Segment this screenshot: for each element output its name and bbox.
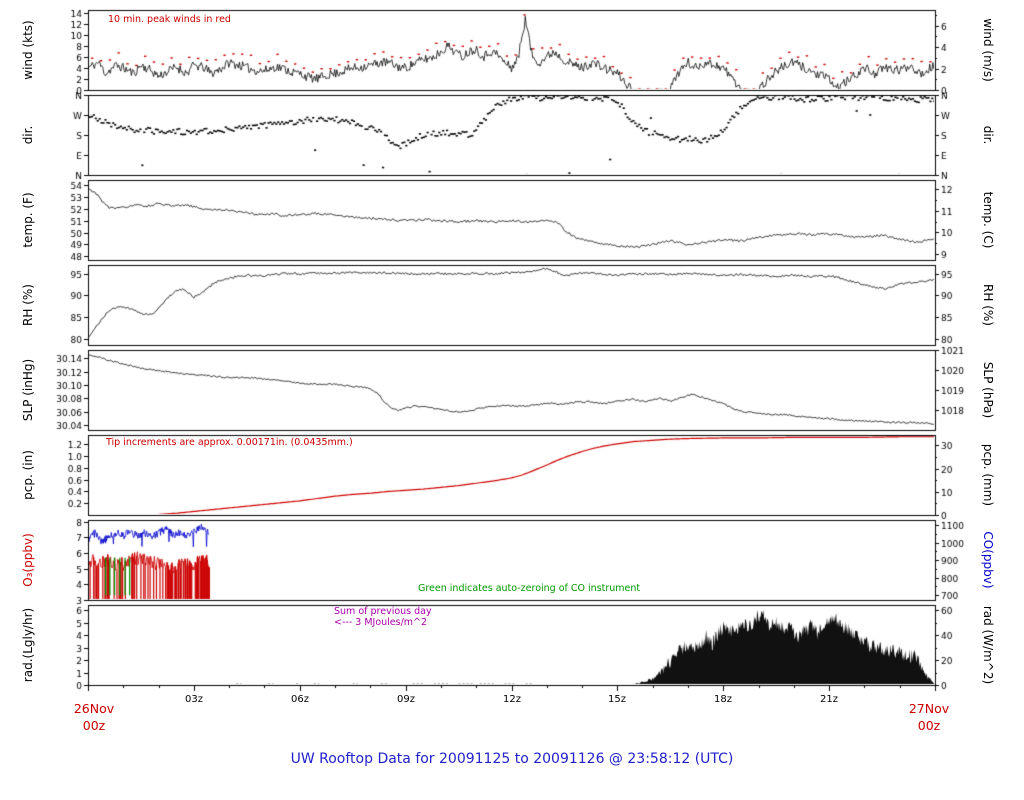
x-tick-06z: 06z — [291, 694, 309, 705]
axis-label-rh-right: RH (%) — [981, 284, 995, 326]
page-title: UW Rooftop Data for 20091125 to 20091126… — [290, 751, 734, 767]
x-tick-15z: 15z — [608, 694, 626, 705]
x-tick-12z: 12z — [503, 694, 521, 705]
annotation-tip-increments: Tip increments are approx. 0.00171in. (0… — [106, 437, 353, 448]
axis-label-co-ppbv: CO(ppbv) — [981, 531, 995, 589]
start-date-label: 26Nov — [73, 701, 115, 716]
end-hour-label: 00z — [917, 718, 941, 733]
annotation-co-autozero: Green indicates auto-zeroing of CO instr… — [418, 583, 641, 594]
axis-label-wind-ms: wind (m/s) — [981, 18, 995, 82]
axis-label-pcp-mm: pcp. (mm) — [981, 443, 995, 507]
x-tick-18z: 18z — [714, 694, 732, 705]
axis-label-rad-lgly: rad.(Lgly/hr) — [21, 607, 35, 683]
axis-label-rad-wm2: rad (W/m^2) — [981, 605, 995, 685]
annotation-peak-winds: 10 min. peak winds in red — [108, 14, 231, 25]
axis-label-dir-right: dir. — [981, 125, 995, 145]
axis-label-o3-ppbv: O₃(ppbv) — [21, 533, 35, 587]
x-tick-21z: 21z — [820, 694, 838, 705]
axis-label-rh-left: RH (%) — [21, 284, 35, 326]
axis-label-pcp-in: pcp. (in) — [21, 450, 35, 500]
x-tick-03z: 03z — [185, 694, 203, 705]
x-tick-09z: 09z — [397, 694, 415, 705]
annotation-rad-sum-line2: <--- 3 MJoules/m^2 — [334, 617, 428, 628]
axis-label-wind-kts: wind (kts) — [21, 20, 35, 80]
axis-label-dir-left: dir. — [21, 125, 35, 145]
axis-label-temp-f: temp. (F) — [21, 192, 35, 248]
axis-label-slp-inhg: SLP (inHg) — [21, 358, 35, 422]
axis-label-slp-hpa: SLP (hPa) — [981, 361, 995, 419]
axis-label-temp-c: temp. (C) — [981, 191, 995, 249]
start-hour-label: 00z — [82, 718, 106, 733]
end-date-label: 27Nov — [908, 701, 950, 716]
annotation-rad-sum-line1: Sum of previous day — [334, 606, 432, 617]
